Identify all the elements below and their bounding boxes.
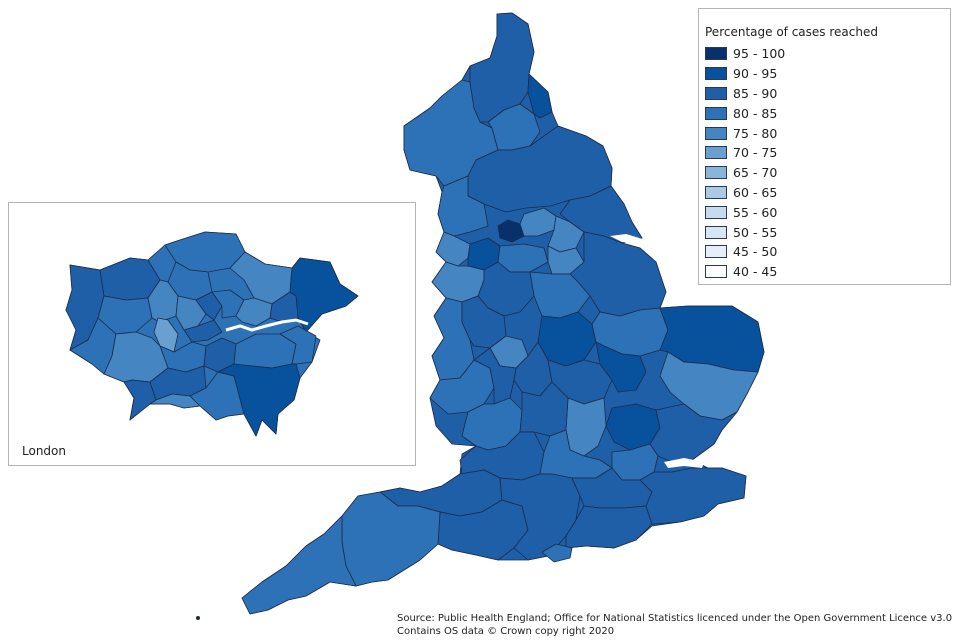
source-line-2: Contains OS data © Crown copy right 2020 (397, 626, 615, 637)
london-thames-river (225, 318, 309, 332)
legend-swatch (705, 86, 727, 100)
legend-label: 90 - 95 (733, 66, 778, 82)
region-leeds (519, 207, 557, 237)
legend-item: 85 - 90 (705, 84, 950, 104)
london-islington (195, 291, 223, 321)
legend-swatch (705, 67, 727, 81)
region-herefordshire (429, 359, 495, 415)
legend-label: 65 - 70 (733, 165, 778, 181)
legend-label: 85 - 90 (733, 85, 778, 101)
region-lancashire (437, 175, 489, 237)
legend-swatch (705, 225, 727, 239)
london-inset-map (65, 231, 359, 437)
legend-label: 80 - 85 (733, 105, 778, 121)
london-inset-frame (8, 202, 416, 466)
legend-swatch (705, 166, 727, 180)
region-cambridgeshire (591, 307, 669, 357)
legend-swatch (705, 106, 727, 120)
humber-estuary (610, 234, 646, 244)
legend-item: 40 - 45 (705, 262, 950, 282)
source-line-1: Source: Public Health England; Office fo… (397, 613, 953, 624)
region-kent (639, 467, 747, 525)
region-notts (529, 271, 591, 319)
region-west-sussex (565, 505, 653, 549)
legend-label: 95 - 100 (733, 46, 786, 62)
region-isle-of-wight (541, 543, 573, 563)
legend-swatch (705, 126, 727, 140)
legend-items: 95 - 100 90 - 95 85 - 90 80 - 85 75 - 80 70 -… (705, 44, 950, 282)
region-peterborough (595, 341, 647, 393)
region-cornwall (241, 515, 357, 615)
legend-swatch (705, 245, 727, 259)
legend-swatch (705, 47, 727, 61)
legend-title: Percentage of cases reached (705, 25, 878, 39)
region-worcestershire (473, 347, 517, 405)
legend-item: 60 - 65 (705, 183, 950, 203)
map-legend: Percentage of cases reached 95 - 100 90 -… (698, 8, 951, 285)
region-durham (487, 103, 541, 151)
legend-item: 55 - 60 (705, 202, 950, 222)
legend-label: 75 - 80 (733, 125, 778, 141)
legend-swatch (705, 146, 727, 160)
legend-label: 50 - 55 (733, 224, 778, 240)
london-bexley (279, 325, 317, 365)
legend-swatch (705, 265, 727, 279)
legend-item: 50 - 55 (705, 222, 950, 242)
legend-item: 95 - 100 (705, 44, 950, 64)
isles-of-scilly (196, 616, 200, 620)
legend-item: 80 - 85 (705, 103, 950, 123)
legend-label: 45 - 50 (733, 244, 778, 260)
legend-item: 45 - 50 (705, 242, 950, 262)
legend-item: 70 - 75 (705, 143, 950, 163)
london-newham (235, 297, 273, 327)
legend-item: 75 - 80 (705, 123, 950, 143)
region-cheshire (431, 261, 485, 303)
legend-swatch (705, 185, 727, 199)
legend-item: 65 - 70 (705, 163, 950, 183)
legend-label: 70 - 75 (733, 145, 778, 161)
source-note: Source: Public Health England; Office fo… (397, 612, 952, 638)
legend-swatch (705, 205, 727, 219)
region-derbyshire (477, 261, 535, 317)
thames-estuary (664, 458, 704, 468)
legend-label: 55 - 60 (733, 204, 778, 220)
london-sutton (149, 393, 201, 409)
region-sunderland (527, 73, 553, 119)
london-inset-label: London (22, 444, 66, 458)
london-bromley (217, 363, 301, 437)
legend-label: 60 - 65 (733, 184, 778, 200)
legend-item: 90 - 95 (705, 64, 950, 84)
legend-label: 40 - 45 (733, 264, 778, 280)
